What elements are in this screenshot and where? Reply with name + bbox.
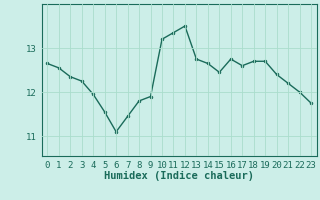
X-axis label: Humidex (Indice chaleur): Humidex (Indice chaleur) [104,171,254,181]
